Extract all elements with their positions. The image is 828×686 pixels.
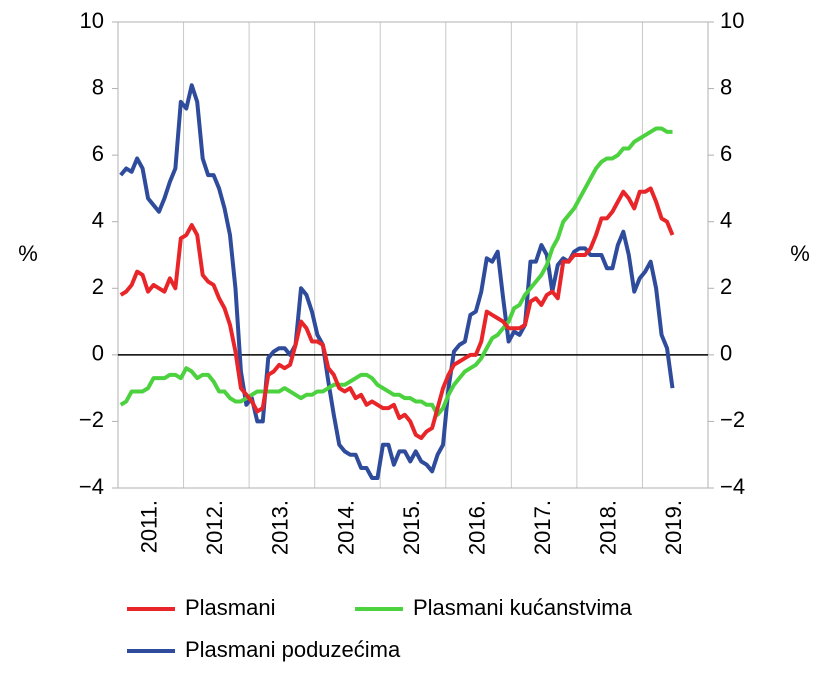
x-tick-label: 2014. (333, 500, 358, 555)
y-tick-label: 6 (92, 141, 104, 166)
y-tick-label: 10 (80, 8, 104, 33)
x-tick-label: 2019. (661, 500, 686, 555)
y2-tick-label: −2 (720, 407, 745, 432)
plot-frame (117, 21, 709, 489)
x-tick-label: 2012. (202, 500, 227, 555)
legend-label: Plasmani poduzećima (185, 637, 401, 662)
y2-tick-label: 0 (720, 341, 732, 366)
x-tick-label: 2018. (595, 500, 620, 555)
legend-label: Plasmani (185, 595, 275, 620)
x-tick-label: 2017. (530, 500, 555, 555)
y2-tick-label: 4 (720, 208, 732, 233)
x-tick-label: 2011. (137, 500, 162, 553)
y-tick-label: 8 (92, 74, 104, 99)
x-tick-label: 2013. (268, 500, 293, 555)
y2-tick-label: −4 (720, 474, 745, 499)
y-axis-label: % (18, 241, 38, 266)
y-tick-label: 4 (92, 208, 104, 233)
y-tick-label: 2 (92, 274, 104, 299)
x-tick-label: 2015. (399, 500, 424, 555)
series-line (119, 126, 673, 417)
legend-label: Plasmani kućanstvima (413, 595, 633, 620)
y2-axis-label: % (790, 241, 810, 266)
y2-tick-label: 10 (720, 8, 744, 33)
y-tick-label: 0 (92, 341, 104, 366)
y2-tick-label: 8 (720, 74, 732, 99)
y-tick-label: −4 (79, 474, 104, 499)
y-tick-label: −2 (79, 407, 104, 432)
series-line (119, 186, 675, 441)
series-line (119, 83, 675, 481)
y2-tick-label: 2 (720, 274, 732, 299)
y2-tick-label: 6 (720, 141, 732, 166)
x-tick-label: 2016. (464, 500, 489, 555)
